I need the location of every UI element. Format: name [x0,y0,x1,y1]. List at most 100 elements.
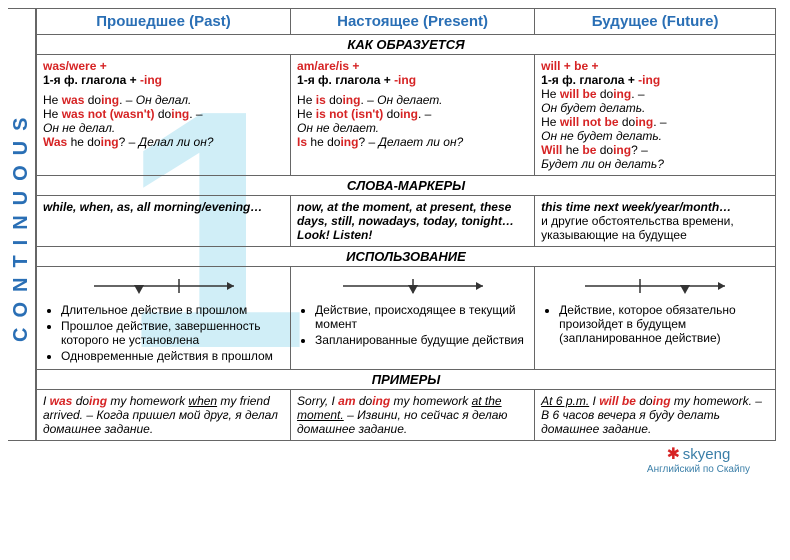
base-future: 1-я ф. глагола + [541,73,638,87]
t: ? – [119,135,139,149]
t: ing [613,143,631,157]
t: was [50,394,73,408]
t: Он делал. [136,93,192,107]
header-row: Прошедшее (Past) Настоящее (Present) Буд… [37,9,776,35]
example-future: At 6 p.m. I will be doing my homework. –… [535,390,776,441]
section-markers: СЛОВА-МАРКЕРЫ [37,176,776,196]
t: Is [297,135,307,149]
t: . – [360,93,377,107]
markers-present: now, at the moment, at present, these da… [291,196,535,247]
logo-brand: skyeng [683,446,731,463]
t: this time next week/year/month… [541,200,769,214]
markers-past: while, when, as, all morning/evening… [37,196,291,247]
formation-present: am/are/is + 1-я ф. глагола + -ing He is … [291,55,535,176]
t: ing [101,135,119,149]
t: do [619,115,636,129]
usage-present: Действие, происходящее в текущий момент … [291,267,535,370]
section-usage: ИСПОЛЬЗОВАНИЕ [37,247,776,267]
t: Будет ли он делать? [541,157,769,171]
t: и другие обстоятельства времени, указыва… [541,214,769,242]
ing-present: -ing [394,73,416,87]
t: will be [560,87,597,101]
t: – [344,408,357,422]
t: do [636,394,653,408]
timeline-future-icon [580,273,730,299]
t: . – [119,93,136,107]
section-examples: ПРИМЕРЫ [37,370,776,390]
t: will not be [560,115,619,129]
usage-item: Действие, происходящее в текущий момент [315,303,528,331]
t: is [316,93,326,107]
t: am [338,394,355,408]
section-formation: КАК ОБРАЗУЕТСЯ [37,35,776,55]
t: I [589,394,599,408]
usage-past: Длительное действие в прошлом Прошлое де… [37,267,291,370]
base-present: 1-я ф. глагола + [297,73,394,87]
t: ing [613,87,631,101]
t: В 6 часов вечера я буду делать домашнее … [541,408,720,436]
t: ing [89,394,107,408]
example-present: Sorry, I am doing my homework at the mom… [291,390,535,441]
t: was not (wasn't) [62,107,155,121]
t: ing [340,135,358,149]
skyeng-logo: ✱ skyeng Английский по Скайпу [647,444,750,475]
t: . – [418,107,431,121]
usage-item: Одновременные действия в прошлом [61,349,284,363]
usage-row: Длительное действие в прошлом Прошлое де… [37,267,776,370]
t: Он делает. [377,93,442,107]
t: do [596,143,613,157]
t: ing [372,394,390,408]
t: I [43,394,50,408]
t: He [297,107,316,121]
usage-item: Прошлое действие, завершенность которого… [61,319,284,347]
t: do [597,87,614,101]
t: He [541,115,560,129]
t: my homework. – [671,394,762,408]
t: Sorry, I [297,394,338,408]
t: my homework [390,394,471,408]
logo-tag: Английский по Скайпу [647,464,750,475]
formation-row: was/were + 1-я ф. глагола + -ing He was … [37,55,776,176]
t: At 6 p.m. [541,394,589,408]
t: will be [599,394,636,408]
usage-item: Действие, которое обязательно произойдет… [559,303,769,345]
aux-present: am/are/is + [297,59,359,73]
t: he do [307,135,340,149]
base-past: 1-я ф. глагола + [43,73,140,87]
t: Will [541,143,562,157]
t: Он не будет делать. [541,129,769,143]
t: Он будет делать. [541,101,769,115]
t: . – [631,87,644,101]
t: do [356,394,373,408]
t: Делает ли он? [378,135,463,149]
t: do [155,107,172,121]
t: ing [101,93,119,107]
t: He [43,93,62,107]
t: ing [635,115,653,129]
t: . – [653,115,666,129]
ing-past: -ing [140,73,162,87]
col-future: Будущее (Future) [535,9,776,35]
usage-item: Длительное действие в прошлом [61,303,284,317]
grammar-table: Прошедшее (Past) Настоящее (Present) Буд… [36,8,776,441]
t: when [188,394,217,408]
t: do [326,93,343,107]
col-present: Настоящее (Present) [291,9,535,35]
t: Was [43,135,67,149]
col-past: Прошедшее (Past) [37,9,291,35]
example-past: I was doing my homework when my friend a… [37,390,291,441]
aux-past: was/were + [43,59,107,73]
aux-future: will + be + [541,59,598,73]
t: is not (isn't) [316,107,384,121]
formation-past: was/were + 1-я ф. глагола + -ing He was … [37,55,291,176]
usage-item: Запланированные будущие действия [315,333,528,347]
t: my homework [107,394,188,408]
main-container: CONTINUOUS Прошедшее (Past) Настоящее (P… [8,8,782,441]
t: do [84,93,101,107]
markers-row: while, when, as, all morning/evening… no… [37,196,776,247]
t: he [562,143,582,157]
t: Он не делал. [43,121,284,135]
t: was [62,93,85,107]
t: ing [171,107,189,121]
t: He [43,107,62,121]
